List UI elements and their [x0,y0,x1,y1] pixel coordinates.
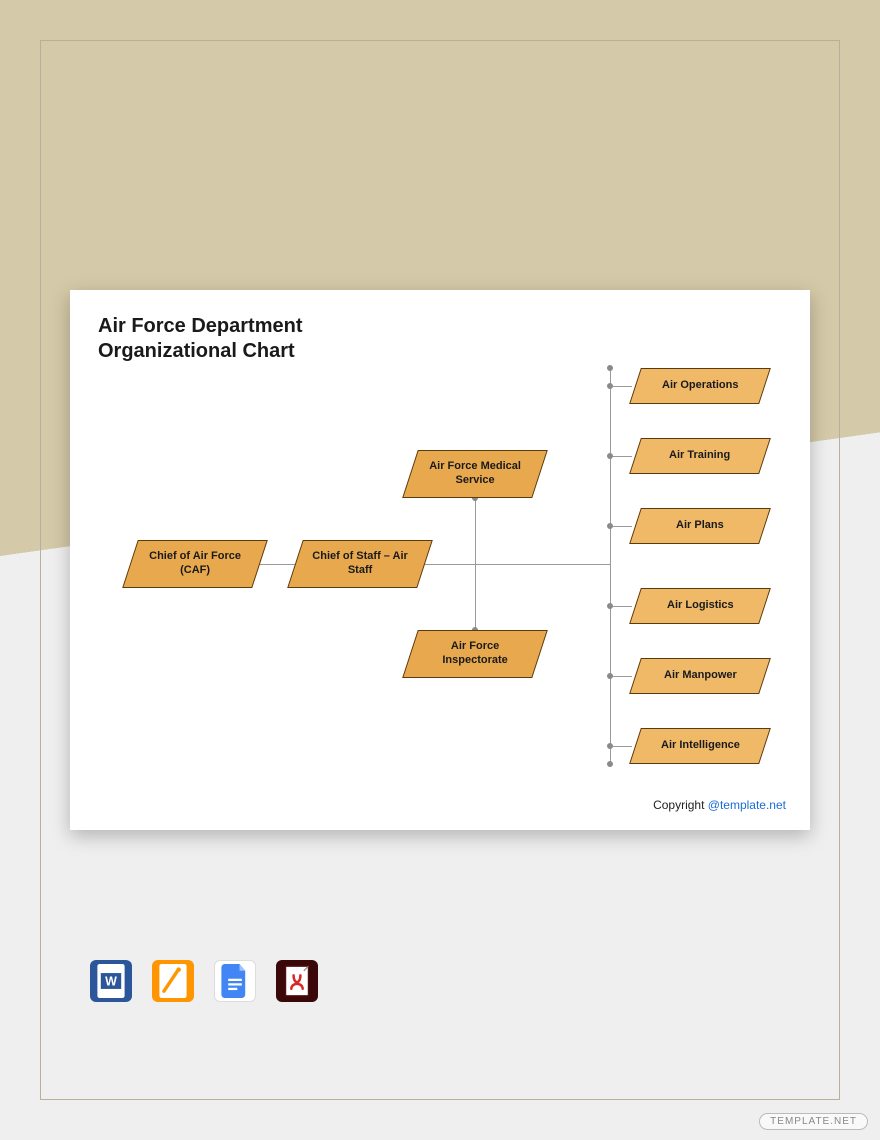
node-man: Air Manpower [629,658,771,694]
node-plans: Air Plans [629,508,771,544]
node-insp: Air Force Inspectorate [402,630,548,678]
document-card: Air Force Department Organizational Char… [70,290,810,830]
node-label-ops: Air Operations [656,379,744,393]
node-label-med: Air Force Medical Service [411,460,539,488]
copyright-link[interactable]: @template.net [708,798,786,812]
node-label-train: Air Training [663,449,736,463]
node-label-cos: Chief of Staff – Air Staff [296,550,424,578]
node-label-man: Air Manpower [658,669,743,683]
watermark: TEMPLATE.NET [759,1113,868,1130]
svg-text:W: W [105,975,117,989]
pdf-icon [276,960,318,1002]
copyright-line: Copyright @template.net [653,798,786,812]
node-label-intel: Air Intelligence [655,739,746,753]
node-label-caf: Chief of Air Force (CAF) [131,550,259,578]
node-cos: Chief of Staff – Air Staff [287,540,433,588]
node-med: Air Force Medical Service [402,450,548,498]
file-format-icons: W [90,960,318,1002]
org-chart: Chief of Air Force (CAF) Chief of Staff –… [70,290,810,830]
node-intel: Air Intelligence [629,728,771,764]
node-label-log: Air Logistics [661,599,740,613]
node-label-insp: Air Force Inspectorate [411,640,539,668]
pages-icon [152,960,194,1002]
node-train: Air Training [629,438,771,474]
copyright-prefix: Copyright [653,798,708,812]
node-log: Air Logistics [629,588,771,624]
node-caf: Chief of Air Force (CAF) [122,540,268,588]
gdocs-icon [214,960,256,1002]
node-label-plans: Air Plans [670,519,730,533]
word-icon: W [90,960,132,1002]
node-ops: Air Operations [629,368,771,404]
